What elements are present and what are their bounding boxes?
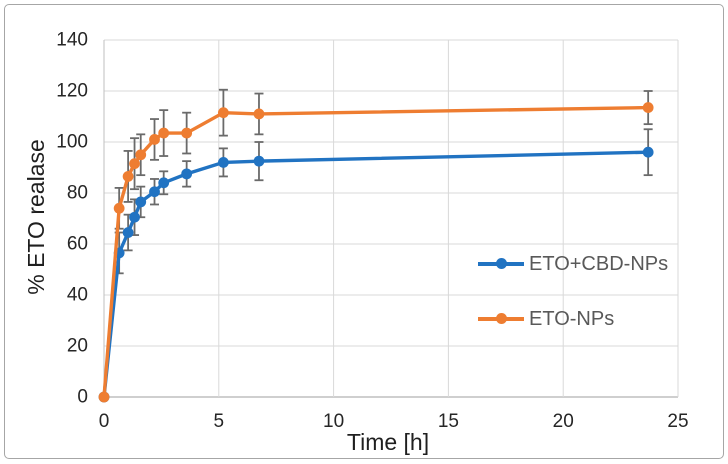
data-point-marker — [129, 158, 140, 170]
data-point-marker — [113, 202, 125, 214]
data-point-marker — [122, 227, 134, 238]
legend-line-marker-icon — [478, 258, 524, 270]
data-point-marker — [253, 155, 265, 167]
x-tick-label: 20 — [553, 411, 574, 432]
data-point-marker — [642, 146, 654, 158]
x-tick-label: 5 — [214, 411, 225, 432]
data-point-marker — [135, 196, 147, 208]
data-point-marker — [122, 171, 134, 182]
data-point-marker — [181, 127, 193, 139]
y-tick-label: 40 — [67, 285, 88, 306]
x-tick-label: 10 — [323, 411, 344, 432]
y-tick-label: 60 — [67, 234, 88, 255]
data-point-marker — [217, 107, 229, 119]
x-tick-label: 15 — [438, 411, 459, 432]
legend-dot-icon — [495, 313, 507, 325]
data-point-marker — [158, 127, 170, 139]
data-point-marker — [253, 108, 265, 120]
data-point-marker — [181, 168, 193, 180]
data-point-marker — [149, 134, 160, 145]
legend-item-eto-nps: ETO-NPs — [478, 307, 614, 331]
x-tick-label: 0 — [99, 411, 110, 432]
data-point-marker — [642, 102, 654, 113]
y-tick-label: 120 — [56, 81, 88, 102]
y-tick-label: 100 — [56, 132, 88, 153]
legend-dot-icon — [495, 258, 507, 270]
y-axis-title: % ETO realase — [23, 139, 49, 295]
y-tick-label: 0 — [77, 387, 88, 408]
data-point-marker — [129, 211, 140, 223]
data-point-marker — [217, 157, 229, 168]
y-tick-label: 140 — [56, 30, 88, 51]
data-point-marker — [135, 149, 147, 161]
y-tick-label: 20 — [67, 336, 88, 357]
data-point-marker — [98, 391, 110, 403]
y-tick-label: 80 — [67, 183, 88, 204]
legend-label: ETO+CBD-NPs — [529, 252, 669, 275]
x-axis-title: Time [h] — [346, 429, 430, 455]
legend-item-eto-cbd-nps: ETO+CBD-NPs — [478, 252, 668, 276]
data-point-marker — [149, 186, 160, 198]
series-eto-nps — [98, 88, 654, 403]
data-point-marker — [158, 177, 170, 189]
legend-line-marker-icon — [478, 313, 524, 325]
x-tick-label: 25 — [667, 411, 688, 432]
legend-label: ETO-NPs — [529, 307, 615, 330]
